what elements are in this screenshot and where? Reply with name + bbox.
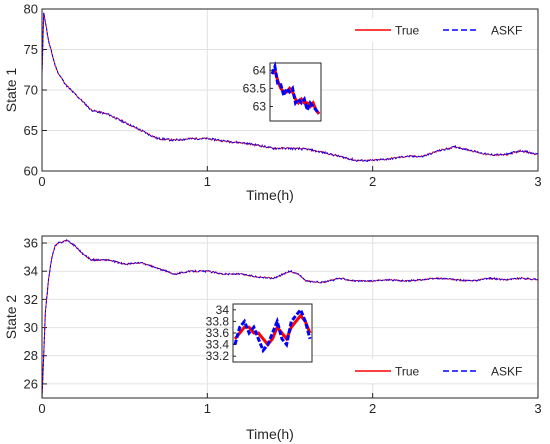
chart-panel-2: 26 28 30 32 34 36 0 1 2 3 Time(h) State 2 True ASKF 33… bbox=[3, 235, 542, 442]
legend-label-askf: ASKF bbox=[491, 24, 522, 38]
inset-line-askf bbox=[233, 306, 312, 354]
x-tick-label: 3 bbox=[534, 174, 541, 189]
series-line-askf bbox=[42, 238, 538, 398]
series-line-askf bbox=[42, 12, 538, 163]
inset-tick-label: 33.4 bbox=[206, 338, 230, 352]
y-tick-label: 80 bbox=[24, 2, 38, 17]
x-tick-label: 2 bbox=[369, 174, 376, 189]
inset-tick-label: 33.8 bbox=[206, 314, 230, 328]
inset-box bbox=[269, 62, 322, 122]
y-axis-label: State 2 bbox=[3, 295, 19, 340]
y-tick-label: 60 bbox=[24, 164, 38, 179]
y-tick-label: 65 bbox=[24, 123, 38, 138]
y-tick-label: 70 bbox=[24, 83, 38, 98]
inset-line-askf bbox=[270, 61, 321, 115]
inset-tick-label: 63.5 bbox=[243, 81, 267, 95]
legend-label-true: True bbox=[395, 365, 420, 379]
x-tick-label: 1 bbox=[204, 174, 211, 189]
inset-tick-label: 33.2 bbox=[206, 349, 230, 363]
inset-tick-label: 64 bbox=[253, 63, 267, 77]
zoom-inset: 33.233.433.633.834 bbox=[206, 303, 313, 363]
legend: True ASKF bbox=[351, 18, 536, 42]
x-tick-label: 3 bbox=[534, 401, 541, 416]
legend-label-true: True bbox=[395, 24, 420, 38]
x-tick-label: 2 bbox=[369, 401, 376, 416]
x-axis-label: Time(h) bbox=[246, 426, 294, 442]
y-tick-label: 32 bbox=[24, 292, 38, 307]
y-axis-label: State 1 bbox=[3, 68, 19, 113]
inset-tick-label: 33.6 bbox=[206, 326, 230, 340]
inset-tick-label: 63 bbox=[253, 100, 267, 114]
y-tick-label: 36 bbox=[24, 236, 38, 251]
legend: True ASKF bbox=[351, 359, 536, 383]
axes-box bbox=[41, 8, 539, 172]
inset-tick-label: 34 bbox=[216, 303, 230, 317]
y-tick-label: 75 bbox=[24, 42, 38, 57]
legend-label-askf: ASKF bbox=[491, 365, 522, 379]
x-tick-label: 0 bbox=[38, 401, 45, 416]
x-tick-label: 0 bbox=[38, 174, 45, 189]
y-tick-label: 28 bbox=[24, 348, 38, 363]
y-tick-label: 34 bbox=[24, 264, 38, 279]
zoom-inset: 63 63.5 64 bbox=[243, 61, 322, 122]
y-tick-label: 26 bbox=[24, 376, 38, 391]
axes-box bbox=[41, 235, 539, 399]
x-axis-label: Time(h) bbox=[246, 187, 294, 203]
x-tick-label: 1 bbox=[204, 401, 211, 416]
y-tick-label: 30 bbox=[24, 320, 38, 335]
